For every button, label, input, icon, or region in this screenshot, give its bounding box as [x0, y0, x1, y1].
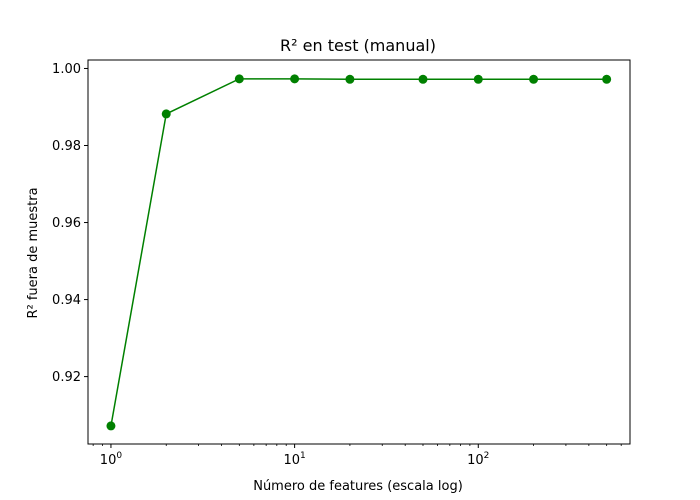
y-tick-label: 0.96 — [52, 216, 81, 231]
axes: 0.92 0.94 0.96 0.98 1.00 100 101 102 — [52, 59, 631, 468]
data-point — [161, 109, 171, 119]
x-tick-label: 100 — [100, 451, 123, 468]
x-tick-label: 101 — [283, 451, 305, 468]
y-tick-label: 0.92 — [52, 370, 81, 385]
data-point — [106, 421, 116, 431]
data-point — [290, 74, 300, 84]
plot-area — [106, 74, 612, 431]
x-tick-label: 102 — [467, 451, 489, 468]
data-point — [345, 74, 355, 84]
data-point — [473, 74, 483, 84]
x-axis-label: Número de features (escala log) — [253, 479, 463, 494]
y-axis-label: R² fuera de muestra — [26, 187, 41, 318]
y-tick-label: 1.00 — [52, 62, 81, 77]
y-tick-label: 0.98 — [52, 139, 81, 154]
data-point — [234, 74, 244, 84]
data-point — [529, 74, 539, 84]
data-point — [418, 74, 428, 84]
chart-title: R² en test (manual) — [280, 36, 436, 55]
y-tick-label: 0.94 — [52, 293, 81, 308]
data-point — [602, 74, 612, 84]
plot-frame — [87, 59, 631, 445]
